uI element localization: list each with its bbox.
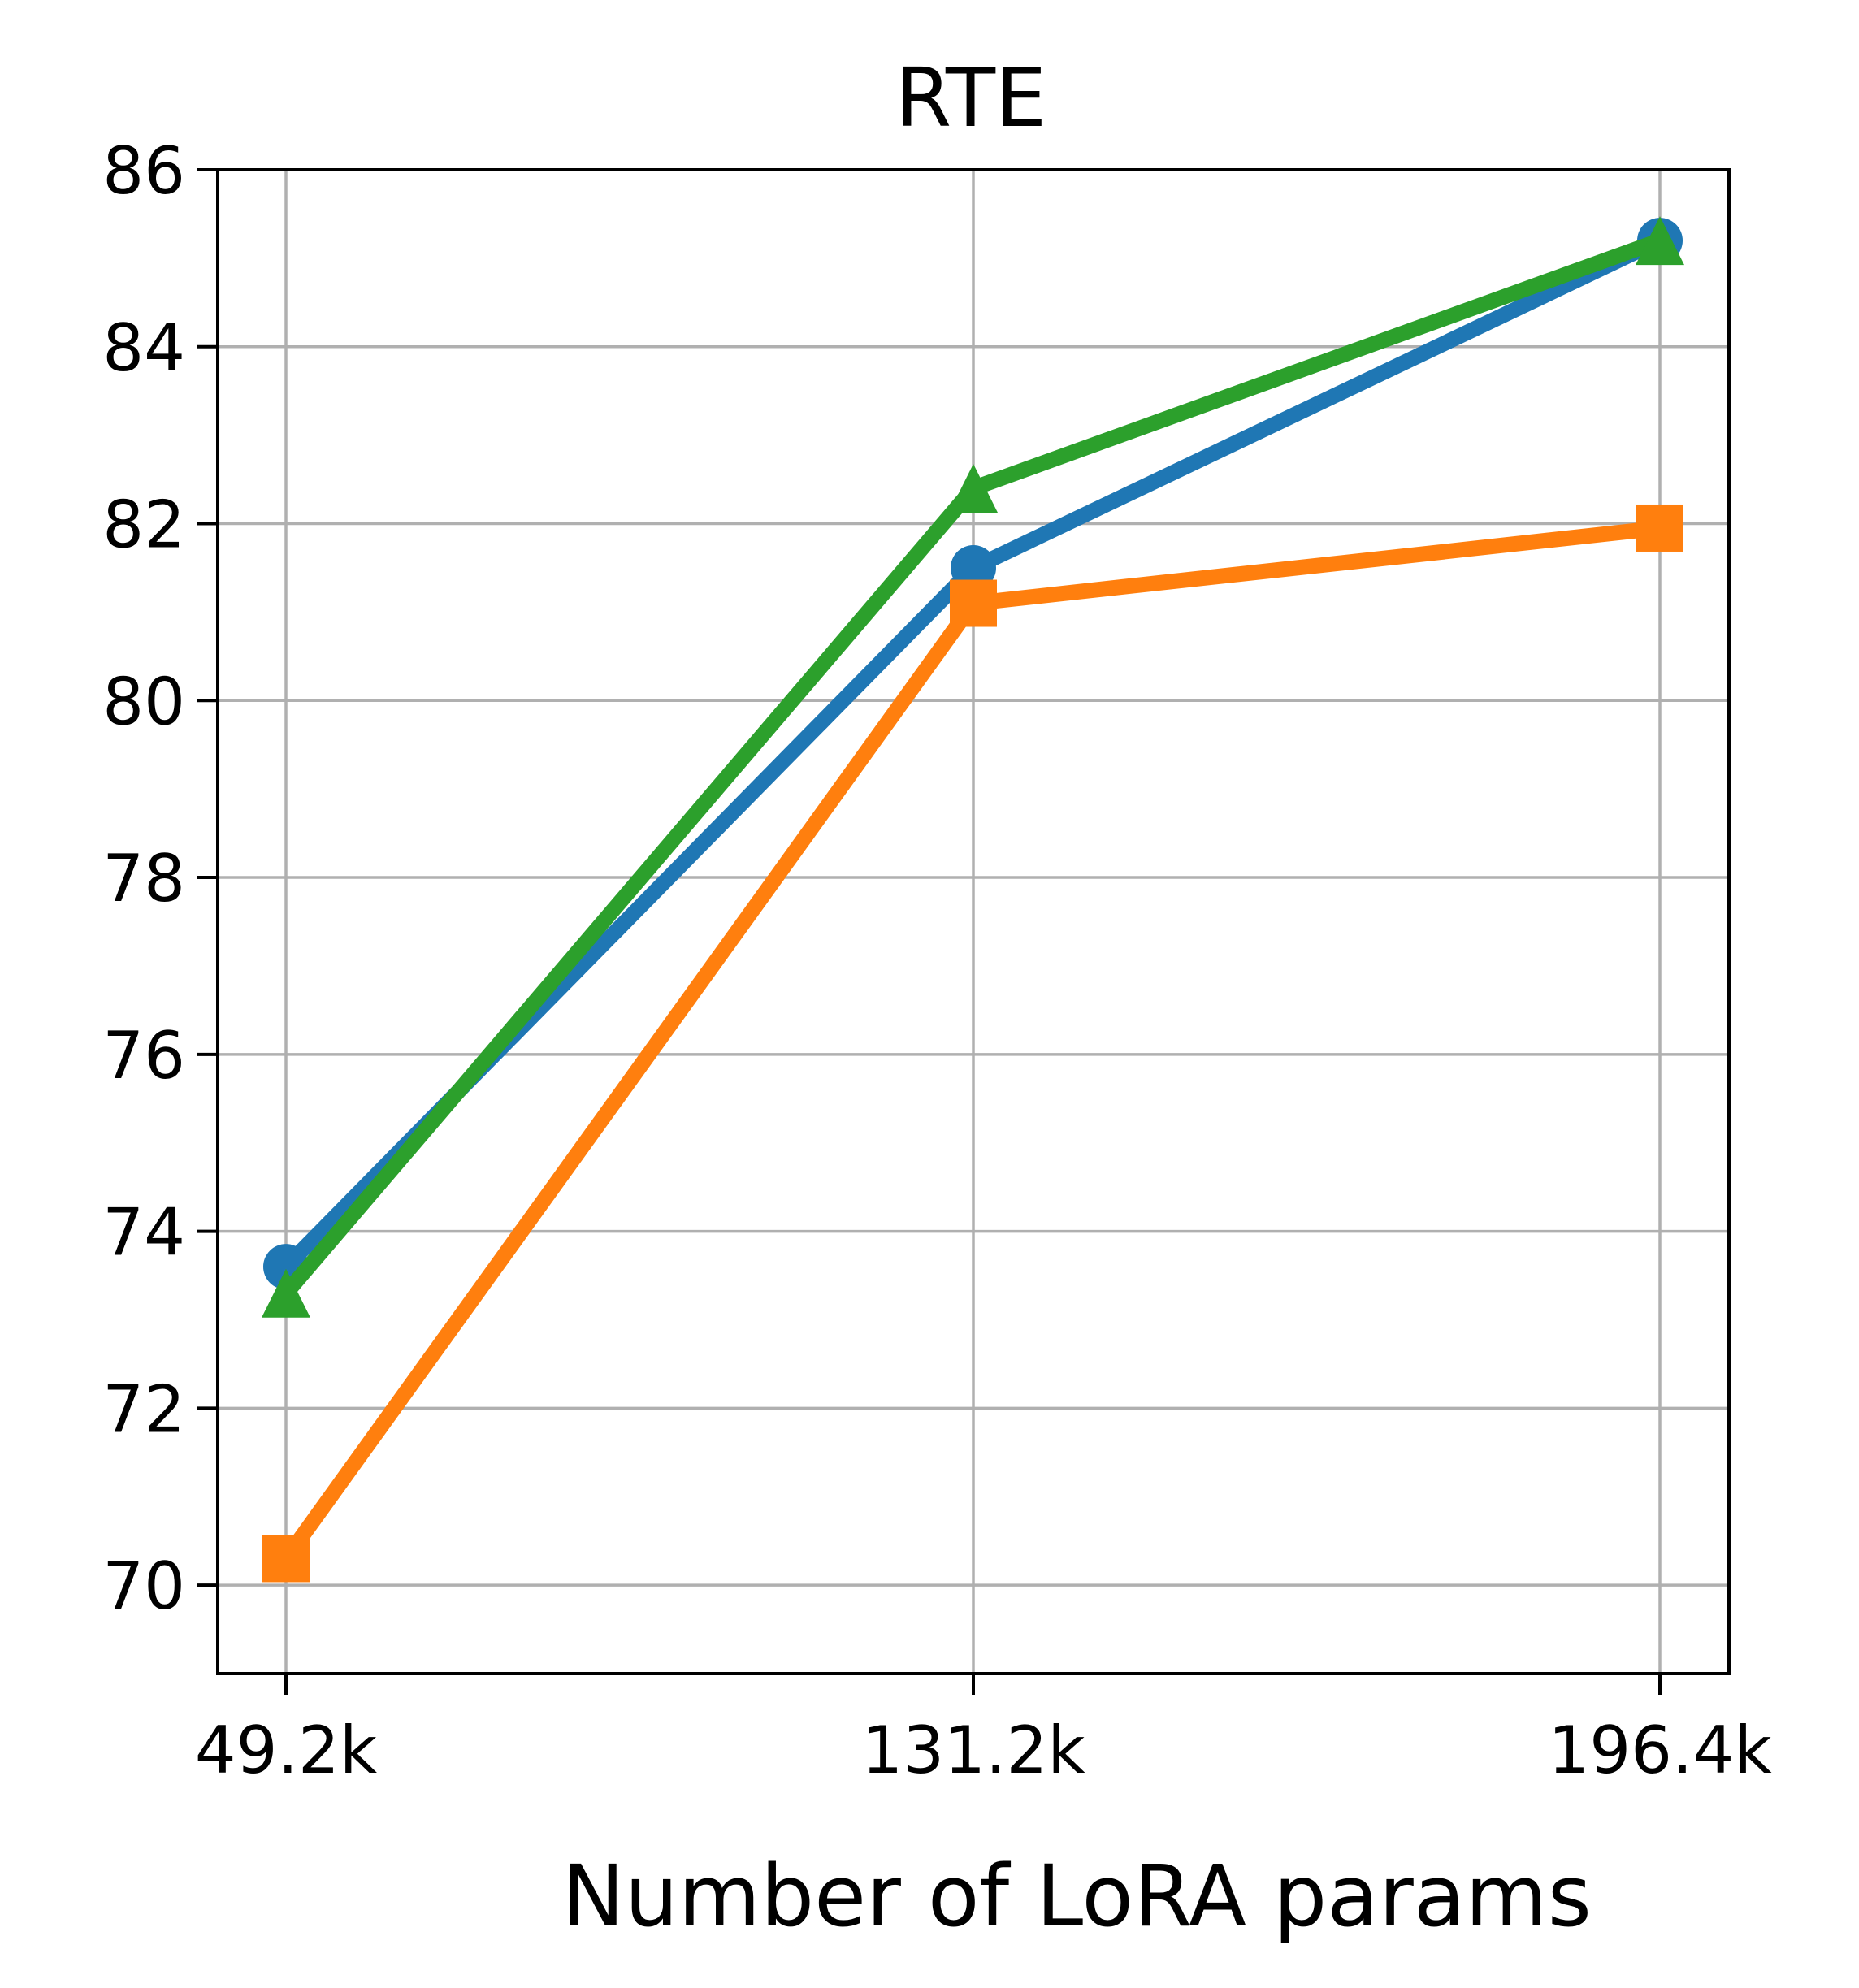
data-point [262,1268,310,1318]
y-tick-label: 86 [102,133,185,209]
y-tick-label: 80 [102,664,185,739]
y-tick-label: 82 [102,487,185,563]
data-point [262,1535,310,1583]
series-3 [262,216,1684,1318]
y-tick-label: 70 [102,1548,185,1624]
data-point [1636,504,1684,552]
y-tick-label: 74 [102,1195,185,1271]
y-tick-label: 72 [102,1371,185,1447]
x-axis: 49.2k 131.2k 196.4k [195,1674,1772,1788]
x-tick-label: 196.4k [1548,1713,1772,1788]
data-point [1636,216,1684,266]
data-point [951,544,996,591]
x-tick-label: 131.2k [861,1713,1086,1788]
y-tick-label: 78 [102,841,185,916]
x-axis-label: Number of LoRA params [561,1847,1592,1946]
data-point [950,579,997,627]
x-tick-label: 49.2k [195,1713,378,1788]
series-group [262,216,1684,1583]
y-tick-label: 76 [102,1018,185,1094]
series-2 [262,504,1684,1583]
y-axis: 70 72 74 76 78 80 82 84 86 [102,133,218,1624]
chart-title: RTE [895,50,1046,145]
y-tick-label: 84 [102,310,185,386]
data-point [949,463,998,513]
